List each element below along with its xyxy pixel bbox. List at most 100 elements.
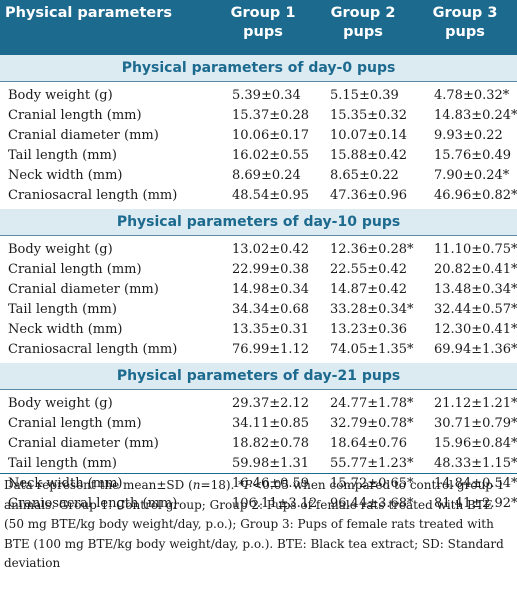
section-title: Physical parameters of day-21 pups: [0, 363, 517, 389]
group-3-cell: 30.71±0.79*: [434, 416, 517, 431]
group-3-cell: 7.90±0.24*: [434, 168, 510, 183]
group-2-cell: 33.28±0.34*: [330, 302, 414, 317]
parameter-cell: Cranial length (mm): [8, 416, 142, 431]
group-2-cell: 32.79±0.78*: [330, 416, 414, 431]
group-1-cell: 48.54±0.95: [232, 188, 310, 203]
group-2-cell: 15.72±0.65*: [330, 476, 414, 491]
header-physical-parameters: Physical parameters: [5, 5, 172, 21]
group-3-cell: 81.41±2.92*: [434, 496, 517, 511]
group-3-cell: 15.96±0.84*: [434, 436, 517, 451]
table-row: Body weight (g) 5.39±0.34 5.15±0.39 4.78±0.…: [0, 86, 517, 106]
header-group-1-line1: Group 1: [230, 5, 296, 21]
group-1-cell: 8.69±0.24: [232, 168, 301, 183]
group-2-cell: 74.05±1.35*: [330, 342, 414, 357]
table-row: Tail length (mm) 59.98±1.31 55.77±1.23* 48.…: [0, 454, 517, 474]
table-bottom-rule: [0, 473, 517, 474]
parameter-cell: Neck width (mm): [8, 476, 123, 491]
table-row: Craniosacral length (mm) 106.11±3.12 96.44…: [0, 494, 517, 514]
group-2-cell: 15.35±0.32: [330, 108, 408, 123]
table-row: Cranial diameter (mm) 14.98±0.34 14.87±0.4…: [0, 280, 517, 300]
footnote-text: Data represent the mean±SD (n=18). *P<0.…: [4, 478, 505, 570]
parameter-cell: Cranial length (mm): [8, 262, 142, 277]
section-rows: Body weight (g) 5.39±0.34 5.15±0.39 4.78±0.…: [0, 82, 517, 209]
table-row: Neck width (mm) 16.46±0.59 15.72±0.65* 14.8…: [0, 474, 517, 494]
parameter-cell: Cranial diameter (mm): [8, 436, 159, 451]
table-row: Cranial diameter (mm) 10.06±0.17 10.07±0.1…: [0, 126, 517, 146]
header-group-3-line2: pups: [445, 24, 485, 40]
table-row: Tail length (mm) 34.34±0.68 33.28±0.34* 32.…: [0, 300, 517, 320]
group-2-cell: 22.55±0.42: [330, 262, 408, 277]
section-divider: [0, 389, 517, 390]
group-1-cell: 16.46±0.59: [232, 476, 310, 491]
group-3-cell: 15.76±0.49: [434, 148, 512, 163]
group-2-cell: 14.87±0.42: [330, 282, 408, 297]
parameter-cell: Tail length (mm): [8, 302, 117, 317]
parameter-cell: Cranial diameter (mm): [8, 128, 159, 143]
group-1-cell: 18.82±0.78: [232, 436, 310, 451]
header-group-1-line2: pups: [243, 24, 283, 40]
table-row: Craniosacral length (mm) 76.99±1.12 74.05±…: [0, 340, 517, 360]
parameter-cell: Cranial diameter (mm): [8, 282, 159, 297]
table-row: Cranial length (mm) 15.37±0.28 15.35±0.32 1…: [0, 106, 517, 126]
header-group-3: Group 3 pups: [413, 0, 517, 55]
parameter-cell: Tail length (mm): [8, 456, 117, 471]
header-group-2-line2: pups: [343, 24, 383, 40]
section-rows: Body weight (g) 29.37±2.12 24.77±1.78* 21.1…: [0, 390, 517, 517]
group-3-cell: 48.33±1.15*: [434, 456, 517, 471]
section-title: Physical parameters of day-0 pups: [0, 55, 517, 81]
group-2-cell: 24.77±1.78*: [330, 396, 414, 411]
group-1-cell: 13.02±0.42: [232, 242, 310, 257]
group-3-cell: 69.94±1.36*: [434, 342, 517, 357]
group-1-cell: 106.11±3.12: [232, 496, 318, 511]
group-3-cell: 14.83±0.24*: [434, 108, 517, 123]
group-2-cell: 18.64±0.76: [330, 436, 408, 451]
group-3-cell: 11.10±0.75*: [434, 242, 517, 257]
parameter-cell: Body weight (g): [8, 396, 113, 411]
section-divider: [0, 235, 517, 236]
group-1-cell: 13.35±0.31: [232, 322, 310, 337]
group-2-cell: 96.44±3.68*: [330, 496, 414, 511]
table-row: Tail length (mm) 16.02±0.55 15.88±0.42 15.7…: [0, 146, 517, 166]
table-row: Cranial length (mm) 22.99±0.38 22.55±0.42 2…: [0, 260, 517, 280]
group-3-cell: 20.82±0.41*: [434, 262, 517, 277]
table-header: Physical parameters Group 1 pups Group 2…: [0, 0, 517, 55]
table-row: Cranial length (mm) 34.11±0.85 32.79±0.78*…: [0, 414, 517, 434]
table-body: Physical parameters of day-0 pups Body we…: [0, 55, 517, 517]
group-3-cell: 46.96±0.82*: [434, 188, 517, 203]
group-2-cell: 13.23±0.36: [330, 322, 408, 337]
group-1-cell: 15.37±0.28: [232, 108, 310, 123]
table-footnote: Data represent the mean±SD (n=18). *P<0.…: [4, 476, 516, 574]
section-rows: Body weight (g) 13.02±0.42 12.36±0.28* 11.1…: [0, 236, 517, 363]
parameter-cell: Neck width (mm): [8, 168, 123, 183]
group-1-cell: 5.39±0.34: [232, 88, 301, 103]
parameter-cell: Neck width (mm): [8, 322, 123, 337]
group-3-cell: 12.30±0.41*: [434, 322, 517, 337]
parameter-cell: Craniosacral length (mm): [8, 188, 178, 203]
table-row: Craniosacral length (mm) 48.54±0.95 47.36±…: [0, 186, 517, 206]
group-3-cell: 13.48±0.34*: [434, 282, 517, 297]
group-2-cell: 12.36±0.28*: [330, 242, 414, 257]
group-1-cell: 34.11±0.85: [232, 416, 310, 431]
table-row: Body weight (g) 13.02±0.42 12.36±0.28* 11.1…: [0, 240, 517, 260]
group-2-cell: 8.65±0.22: [330, 168, 399, 183]
group-1-cell: 59.98±1.31: [232, 456, 310, 471]
group-2-cell: 47.36±0.96: [330, 188, 408, 203]
header-group-2-line1: Group 2: [330, 5, 396, 21]
group-2-cell: 5.15±0.39: [330, 88, 399, 103]
section-title: Physical parameters of day-10 pups: [0, 209, 517, 235]
group-1-cell: 16.02±0.55: [232, 148, 310, 163]
group-3-cell: 32.44±0.57*: [434, 302, 517, 317]
group-1-cell: 22.99±0.38: [232, 262, 310, 277]
table-row: Body weight (g) 29.37±2.12 24.77±1.78* 21.1…: [0, 394, 517, 414]
header-group-1: Group 1 pups: [213, 0, 313, 55]
group-3-cell: 14.84±0.54*: [434, 476, 517, 491]
table-row: Cranial diameter (mm) 18.82±0.78 18.64±0.7…: [0, 434, 517, 454]
parameter-cell: Craniosacral length (mm): [8, 342, 178, 357]
physical-parameters-table: Physical parameters Group 1 pups Group 2…: [0, 0, 517, 517]
group-3-cell: 21.12±1.21*: [434, 396, 517, 411]
table-row: Neck width (mm) 8.69±0.24 8.65±0.22 7.90±0.…: [0, 166, 517, 186]
parameter-cell: Craniosacral length (mm): [8, 496, 178, 511]
group-1-cell: 76.99±1.12: [232, 342, 310, 357]
header-group-2: Group 2 pups: [313, 0, 413, 55]
group-3-cell: 9.93±0.22: [434, 128, 503, 143]
